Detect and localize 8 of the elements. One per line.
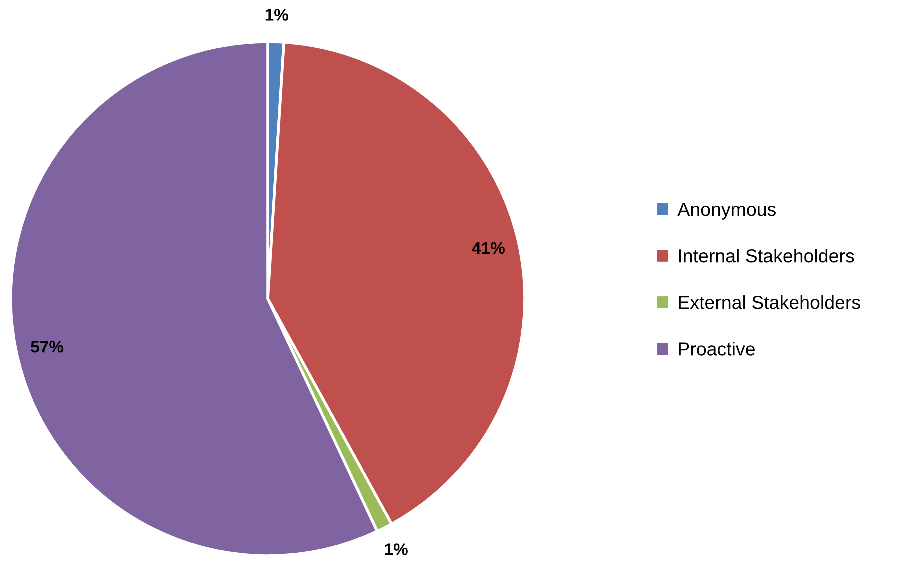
legend-label: External Stakeholders [679, 296, 860, 310]
legend-label: Proactive [679, 342, 755, 356]
legend-label: Anonymous [678, 203, 776, 220]
data-label: 1% [266, 9, 288, 21]
data-label: 57% [31, 341, 64, 353]
data-label: 1% [385, 544, 408, 556]
legend-label: Internal Stakeholders [679, 248, 854, 263]
data-label: 41% [472, 242, 505, 254]
